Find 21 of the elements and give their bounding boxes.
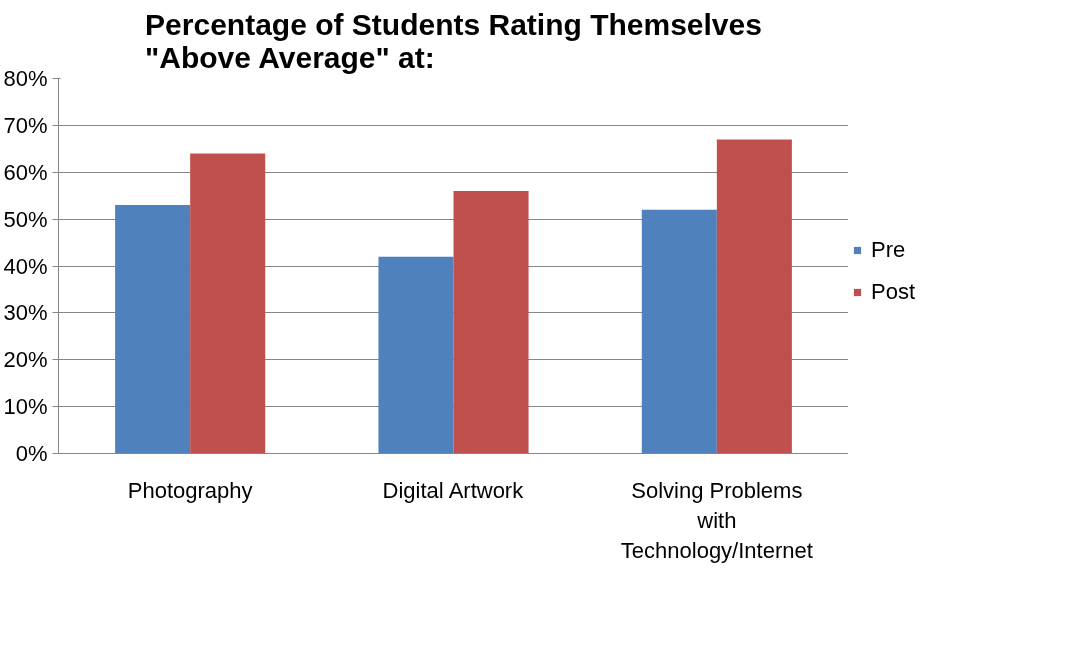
y-tick-label: 30% [3,300,48,326]
bar [190,153,266,454]
y-tick-label: 20% [3,347,48,373]
x-tick-label: Solving Problems with Technology/Internet [620,477,813,563]
bar [378,256,454,454]
bar [641,209,717,454]
y-tick-label: 70% [3,112,48,138]
bar [716,139,792,454]
chart-title: Percentage of Students Rating Themselves "Above Average" at: [145,7,762,74]
legend-label: Pre [871,236,906,263]
x-tick-label: Digital Artwork [382,477,525,503]
bar [453,191,529,454]
y-tick-label: 80% [3,66,48,91]
y-tick-label: 40% [3,253,48,279]
y-tick-label: 60% [3,159,48,185]
y-tick-label: 50% [3,206,48,232]
y-tick-label: 10% [3,394,48,420]
x-tick-label: Photography [127,477,253,503]
legend-label: Post [871,278,916,305]
y-tick-label: 0% [15,441,48,466]
bar [115,205,191,454]
